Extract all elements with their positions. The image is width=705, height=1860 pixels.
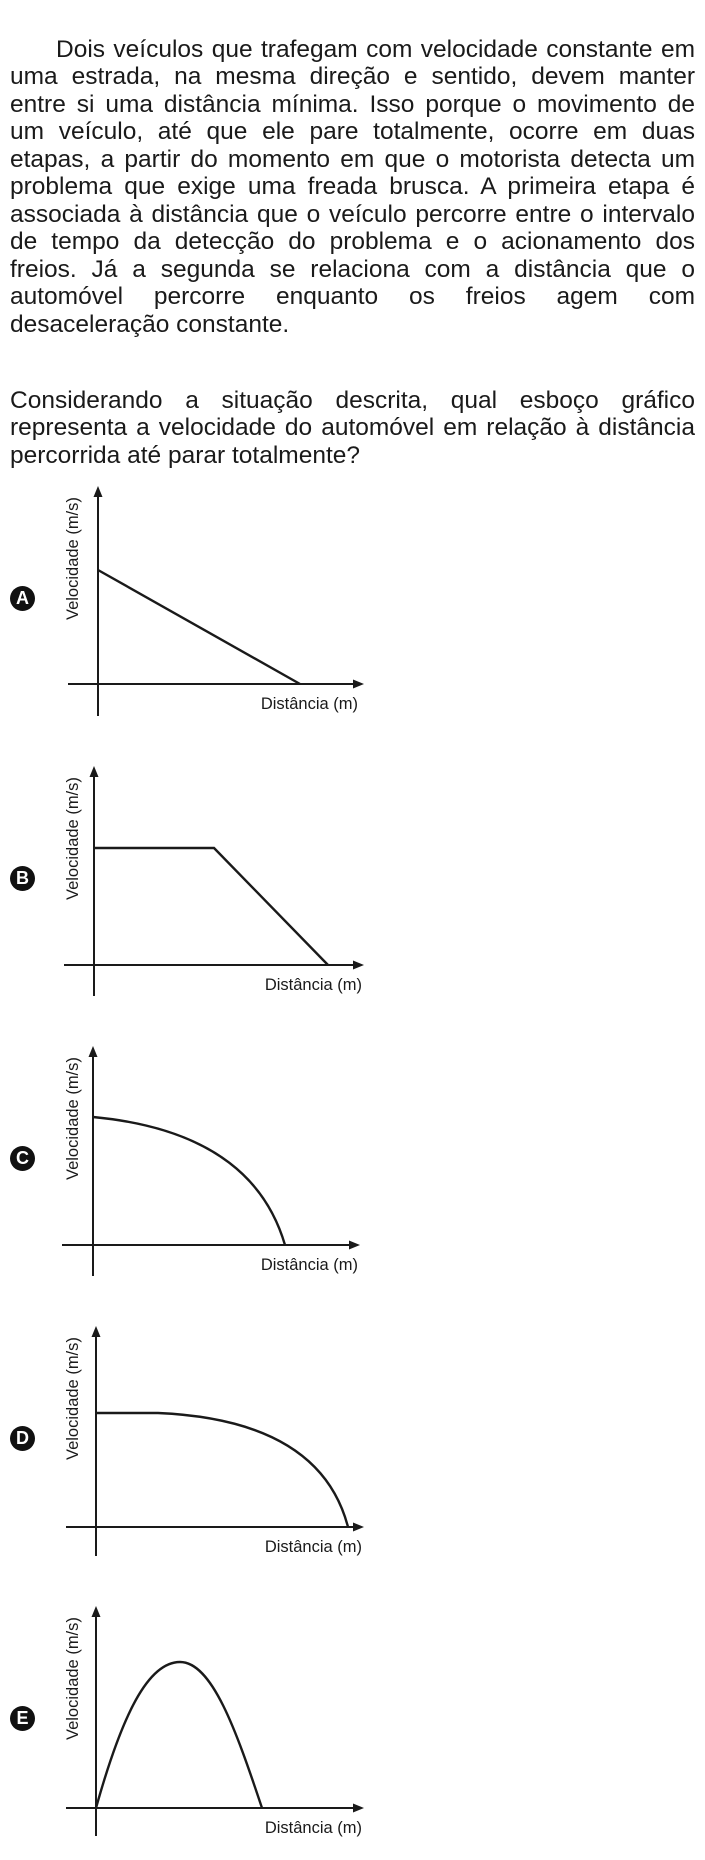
x-axis-arrow	[353, 1803, 364, 1813]
option-d-graph: Velocidade (m/s) Distância (m)	[64, 1326, 364, 1556]
x-axis-arrow	[353, 679, 364, 689]
option-e-graph: Velocidade (m/s) Distância (m)	[64, 1606, 364, 1837]
option-b-graph: Velocidade (m/s) Distância (m)	[64, 766, 364, 996]
option-c-badge: C	[10, 1146, 35, 1171]
y-axis-label: Velocidade (m/s)	[64, 1057, 82, 1180]
option-a[interactable]: A Velocidade (m/s) Distância (m)	[0, 480, 705, 740]
x-axis-label: Distância (m)	[265, 1819, 362, 1837]
question-paragraph-1: Dois veículos que trafegam com velocidad…	[10, 35, 695, 338]
y-axis-arrow	[91, 1606, 101, 1617]
x-axis-label: Distância (m)	[265, 976, 362, 994]
y-axis-arrow	[89, 766, 99, 777]
option-c-graph: Velocidade (m/s) Distância (m)	[62, 1046, 360, 1276]
question-paragraph-2: Considerando a situação descrita, qual e…	[10, 386, 695, 469]
x-axis-label: Distância (m)	[261, 1256, 358, 1274]
option-b[interactable]: B Velocidade (m/s) Distância (m)	[0, 760, 705, 1020]
velocity-curve	[97, 568, 301, 686]
option-a-badge: A	[10, 586, 35, 611]
option-b-badge: B	[10, 866, 35, 891]
y-axis-label: Velocidade (m/s)	[64, 497, 82, 620]
y-axis-label: Velocidade (m/s)	[64, 1337, 82, 1460]
x-axis-arrow	[349, 1240, 360, 1250]
velocity-curve	[94, 1660, 264, 1809]
x-axis-arrow	[353, 960, 364, 970]
velocity-curve	[94, 846, 329, 966]
y-axis-label: Velocidade (m/s)	[64, 777, 82, 900]
option-d[interactable]: D Velocidade (m/s) Distância (m)	[0, 1320, 705, 1580]
option-c[interactable]: C Velocidade (m/s) Distância (m)	[0, 1040, 705, 1300]
y-axis-label: Velocidade (m/s)	[64, 1617, 82, 1740]
option-a-graph: Velocidade (m/s) Distância (m)	[64, 486, 364, 716]
x-axis-label: Distância (m)	[265, 1538, 362, 1556]
y-axis-arrow	[91, 1326, 101, 1337]
option-e-badge: E	[10, 1706, 35, 1731]
x-axis-arrow	[353, 1522, 364, 1532]
velocity-curve	[92, 1115, 287, 1246]
y-axis-arrow	[88, 1046, 98, 1057]
option-e[interactable]: E Velocidade (m/s) Distância (m)	[0, 1600, 705, 1860]
y-axis-arrow	[93, 486, 103, 497]
option-d-badge: D	[10, 1426, 35, 1451]
velocity-curve	[96, 1411, 350, 1528]
x-axis-label: Distância (m)	[261, 695, 358, 713]
